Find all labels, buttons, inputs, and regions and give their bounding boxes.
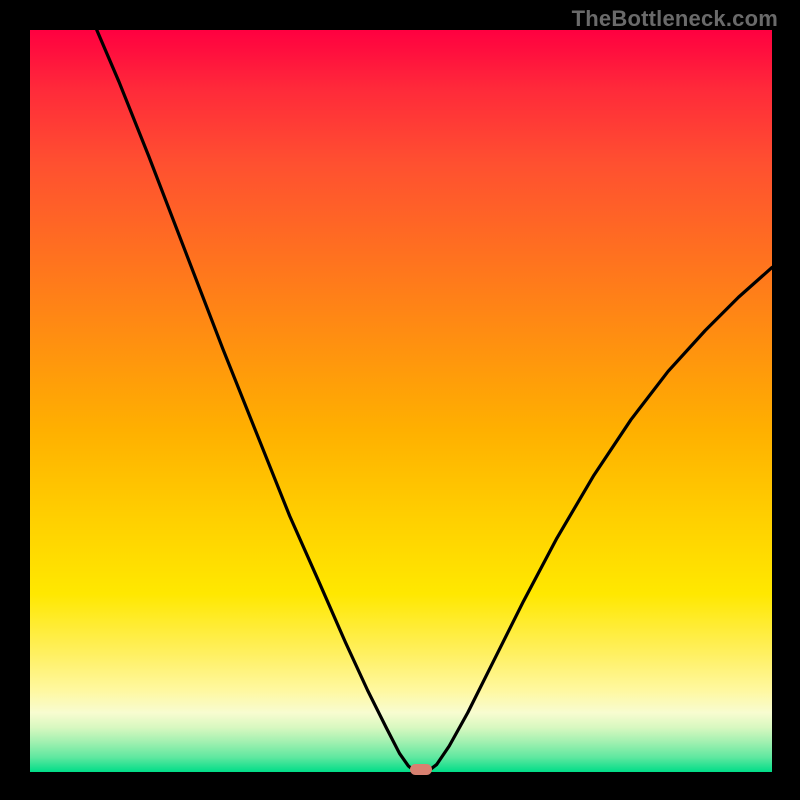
optimal-point-marker — [410, 764, 432, 775]
chart-frame: TheBottleneck.com — [0, 0, 800, 800]
bottleneck-gradient-plot — [30, 30, 772, 772]
watermark-text: TheBottleneck.com — [572, 6, 778, 32]
